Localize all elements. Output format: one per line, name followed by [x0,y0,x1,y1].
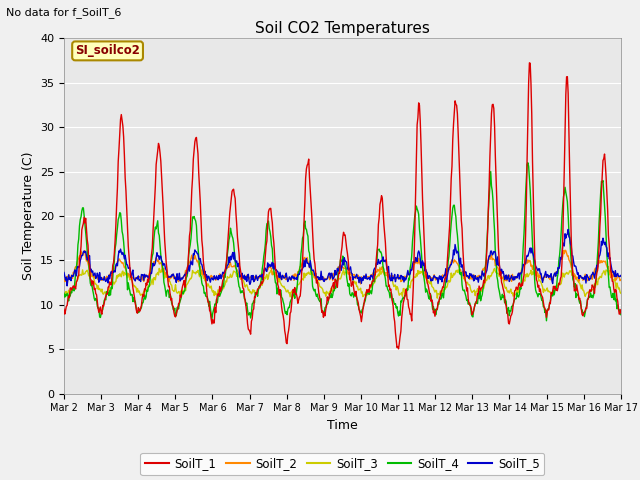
SoilT_3 [376,264,384,270]
SoilT_5 [60,270,68,276]
Text: SI_soilco2: SI_soilco2 [75,44,140,58]
SoilT_3 [214,290,221,296]
SoilT_1 [70,285,78,290]
Legend: SoilT_1, SoilT_2, SoilT_3, SoilT_4, SoilT_5: SoilT_1, SoilT_2, SoilT_3, SoilT_4, Soil… [140,453,545,475]
SoilT_5 [71,267,79,273]
SoilT_4 [543,318,550,324]
SoilT_2 [356,281,364,287]
SoilT_3 [60,293,68,299]
SoilT_5 [128,269,136,275]
SoilT_5 [63,283,71,289]
SoilT_3 [428,278,435,284]
SoilT_1 [127,274,135,279]
Line: SoilT_2: SoilT_2 [64,250,621,284]
SoilT_1 [184,263,192,268]
SoilT_2 [70,271,78,276]
SoilT_4 [214,300,221,306]
SoilT_3 [184,280,192,286]
Line: SoilT_1: SoilT_1 [64,63,621,349]
SoilT_1 [411,227,419,233]
SoilT_1 [395,346,403,352]
SoilT_3 [127,275,135,281]
SoilT_4 [70,288,78,294]
X-axis label: Time: Time [327,419,358,432]
SoilT_3 [411,274,419,280]
SoilT_4 [617,312,625,317]
SoilT_2 [428,277,435,283]
SoilT_1 [525,60,533,66]
SoilT_5 [214,277,222,283]
SoilT_5 [411,260,419,265]
SoilT_4 [60,290,68,296]
SoilT_4 [184,267,192,273]
SoilT_5 [185,263,193,268]
SoilT_2 [60,278,68,284]
SoilT_3 [70,286,78,291]
SoilT_3 [433,295,441,301]
SoilT_4 [127,291,135,297]
SoilT_1 [617,307,625,312]
Line: SoilT_3: SoilT_3 [64,267,621,298]
SoilT_2 [561,247,569,253]
SoilT_4 [524,160,532,166]
SoilT_1 [214,292,221,298]
SoilT_5 [428,278,435,284]
SoilT_4 [426,290,434,296]
SoilT_1 [428,299,435,304]
SoilT_1 [60,306,68,312]
SoilT_5 [564,227,572,232]
Line: SoilT_4: SoilT_4 [64,163,621,321]
Y-axis label: Soil Temperature (C): Soil Temperature (C) [22,152,35,280]
SoilT_2 [617,277,625,283]
SoilT_2 [184,266,192,272]
Title: Soil CO2 Temperatures: Soil CO2 Temperatures [255,21,430,36]
SoilT_2 [214,275,221,280]
SoilT_2 [127,276,135,281]
SoilT_3 [617,290,625,296]
SoilT_2 [411,261,419,266]
Text: No data for f_SoilT_6: No data for f_SoilT_6 [6,7,122,18]
SoilT_5 [617,273,625,278]
SoilT_4 [410,221,418,227]
Line: SoilT_5: SoilT_5 [64,229,621,286]
